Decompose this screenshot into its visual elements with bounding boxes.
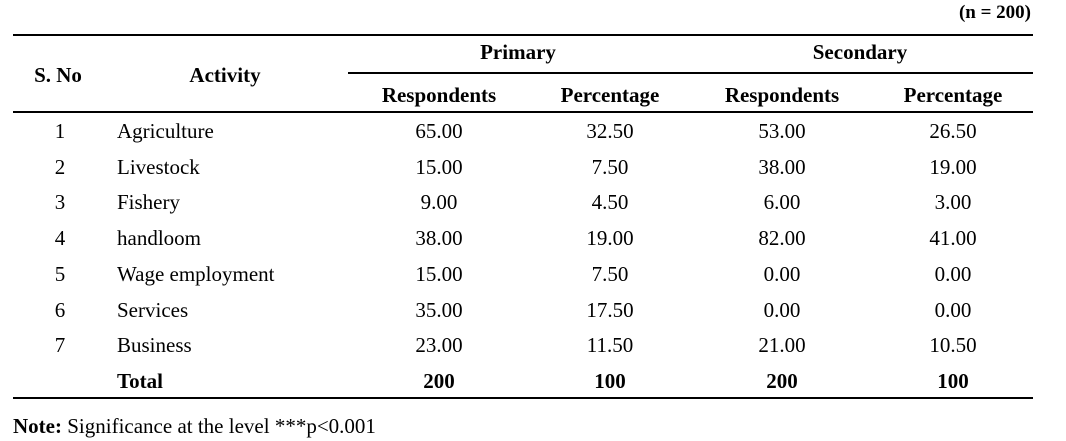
secondary-respondents-header: Respondents xyxy=(724,83,840,107)
row-secondary-respondents: 6.00 xyxy=(763,190,801,214)
sno-header: S. No xyxy=(34,63,82,87)
row-activity: Services xyxy=(117,298,189,322)
primary-percentage-header: Percentage xyxy=(560,83,660,107)
row-primary-respondents: 23.00 xyxy=(415,333,463,357)
row-secondary-respondents: 21.00 xyxy=(758,333,806,357)
footnote: Note: Significance at the level ***p<0.0… xyxy=(13,414,376,439)
row-sno: 1 xyxy=(54,119,66,143)
row-primary-respondents: 9.00 xyxy=(420,190,458,214)
row-sno: 2 xyxy=(54,155,66,179)
row-sno: 6 xyxy=(54,298,66,322)
primary-group-header: Primary xyxy=(480,40,556,64)
row-secondary-respondents: 38.00 xyxy=(758,155,806,179)
primary-respondents-header: Respondents xyxy=(381,83,497,107)
header-bottom-rule xyxy=(13,111,1033,113)
row-activity: Livestock xyxy=(117,155,200,179)
row-secondary-percentage: 10.50 xyxy=(929,333,977,357)
sample-size-note: (n = 200) xyxy=(958,2,1031,23)
total-secondary-respondents: 200 xyxy=(766,369,798,393)
row-sno: 5 xyxy=(54,262,66,286)
total-label: Total xyxy=(117,369,163,393)
row-primary-respondents: 15.00 xyxy=(415,262,463,286)
row-activity: handloom xyxy=(117,226,201,250)
activity-header: Activity xyxy=(189,63,261,87)
total-primary-respondents: 200 xyxy=(423,369,455,393)
row-activity: Agriculture xyxy=(117,119,214,143)
row-secondary-respondents: 82.00 xyxy=(758,226,806,250)
row-primary-respondents: 65.00 xyxy=(415,119,463,143)
secondary-percentage-header: Percentage xyxy=(903,83,1003,107)
row-secondary-respondents: 0.00 xyxy=(763,262,801,286)
row-primary-percentage: 17.50 xyxy=(586,298,634,322)
group-header-rule xyxy=(348,72,1033,74)
row-sno: 4 xyxy=(54,226,66,250)
row-sno: 7 xyxy=(54,333,66,357)
row-primary-percentage: 7.50 xyxy=(591,262,629,286)
footnote-text: Significance at the level ***p<0.001 xyxy=(61,414,376,438)
row-primary-respondents: 35.00 xyxy=(415,298,463,322)
row-primary-percentage: 11.50 xyxy=(586,333,634,357)
row-activity: Wage employment xyxy=(117,262,275,286)
row-secondary-percentage: 3.00 xyxy=(934,190,972,214)
footnote-label: Note: xyxy=(13,414,62,438)
row-activity: Business xyxy=(117,333,192,357)
row-secondary-percentage: 41.00 xyxy=(929,226,977,250)
row-primary-percentage: 7.50 xyxy=(591,155,629,179)
row-primary-respondents: 15.00 xyxy=(415,155,463,179)
table-top-rule xyxy=(13,34,1033,36)
total-primary-percentage: 100 xyxy=(594,369,626,393)
row-secondary-percentage: 19.00 xyxy=(929,155,977,179)
row-secondary-percentage: 0.00 xyxy=(934,298,972,322)
secondary-group-header: Secondary xyxy=(812,40,908,64)
row-primary-percentage: 4.50 xyxy=(591,190,629,214)
row-primary-percentage: 19.00 xyxy=(586,226,634,250)
table-bottom-rule xyxy=(13,397,1033,399)
row-secondary-respondents: 53.00 xyxy=(758,119,806,143)
row-secondary-respondents: 0.00 xyxy=(763,298,801,322)
row-activity: Fishery xyxy=(117,190,180,214)
row-secondary-percentage: 26.50 xyxy=(929,119,977,143)
row-secondary-percentage: 0.00 xyxy=(934,262,972,286)
row-sno: 3 xyxy=(54,190,66,214)
row-primary-respondents: 38.00 xyxy=(415,226,463,250)
row-primary-percentage: 32.50 xyxy=(586,119,634,143)
total-secondary-percentage: 100 xyxy=(937,369,969,393)
